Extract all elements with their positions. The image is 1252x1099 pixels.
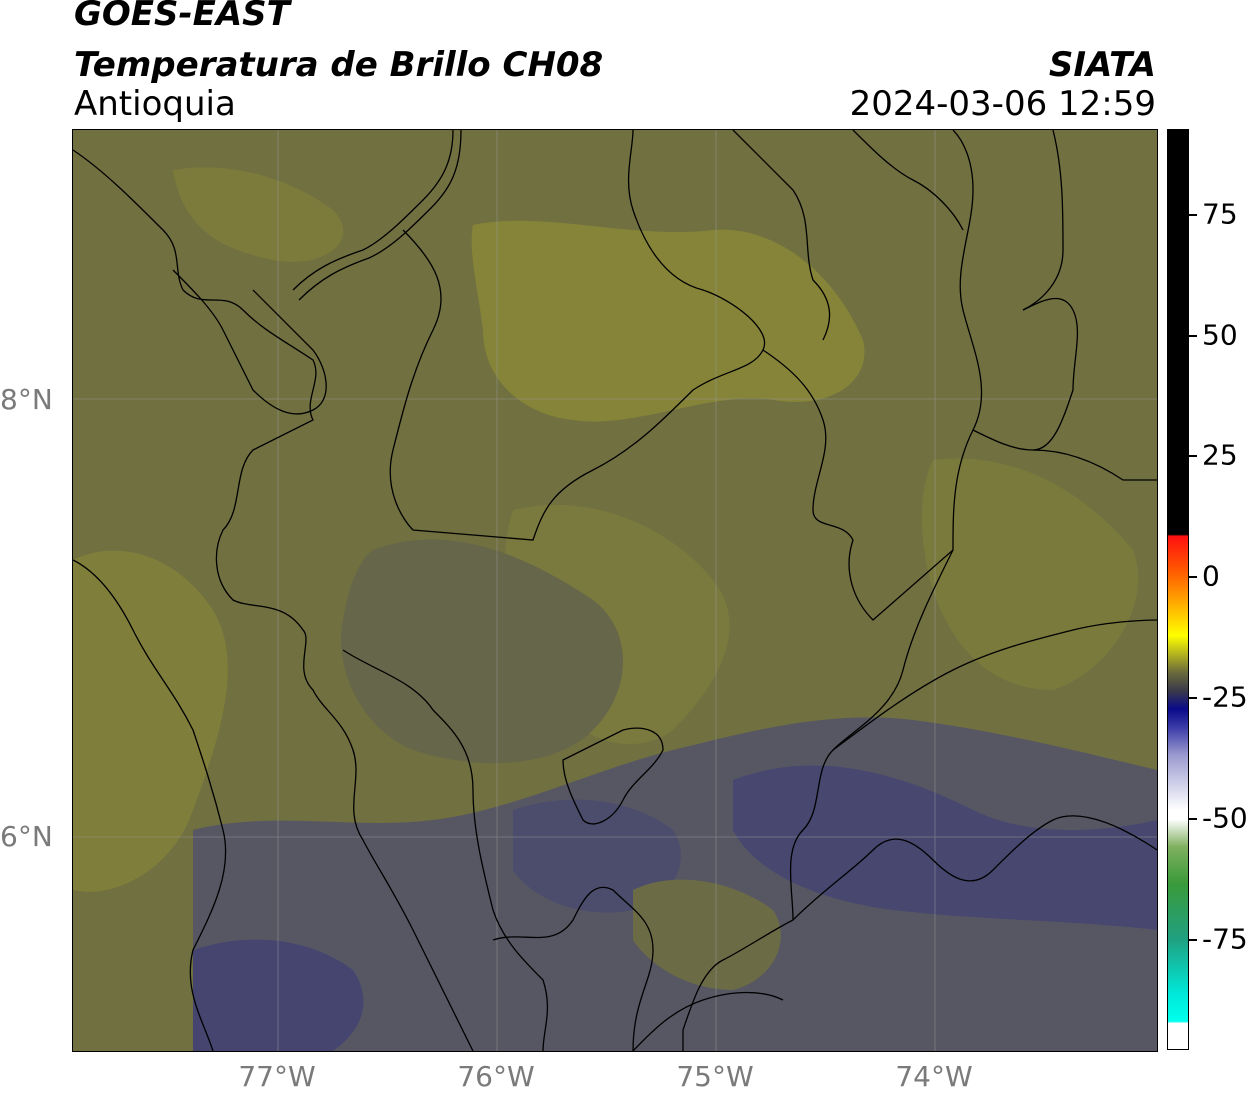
department-border-east-3 [1022,297,1079,451]
department-border-northeast [732,130,831,341]
department-border-northeast-2 [852,130,964,231]
colorbar-tick-0 [1189,576,1197,578]
datetime-label: 2024-03-06 12:59 [849,84,1156,124]
title-region: Antioquia [74,84,236,124]
map-canvas [73,130,1157,1051]
graticule [73,130,1157,1051]
organization-label: SIATA [1048,45,1156,85]
metro-area [562,727,664,825]
department-border-southwest [342,649,549,1051]
colorbar-tick-neg50 [1189,818,1197,820]
title-product: Temperatura de Brillo CH08 [74,45,604,85]
coastline-islands [172,269,327,415]
colorbar-label-neg75: -75 [1202,922,1248,956]
colorbar-tick-50 [1189,335,1197,337]
river-atrato-2 [298,130,462,301]
colorbar [1167,129,1189,1050]
department-border-southcenter [492,886,654,1051]
department-border-far-east [1022,130,1064,311]
warm-region-south-east [633,879,781,990]
coastline-gulf [73,149,474,1051]
lon-label-75w: 75°W [676,1060,754,1093]
colorbar-tick-25 [1189,455,1197,457]
lon-label-74w: 74°W [895,1060,973,1093]
coastline-west [73,559,227,1051]
colorbar-label-50: 50 [1202,318,1238,352]
colorbar-tick-neg75 [1189,939,1197,941]
department-border-south [682,549,954,1051]
mid-region-center [341,539,623,764]
colorbar-label-neg50: -50 [1202,801,1248,835]
colorbar-label-0: 0 [1202,559,1220,593]
borders [73,130,1157,1051]
department-border-south-2 [632,991,784,1051]
department-border-southeast [792,815,1157,921]
colorbar-label-25: 25 [1202,438,1238,472]
warm-region-northwest [173,167,344,262]
warm-region-west [73,550,228,892]
lon-label-76w: 76°W [457,1060,535,1093]
lat-label-6n: 6°N [0,820,53,853]
warm-region-east [921,458,1139,690]
department-border-east-1 [762,130,983,621]
colorbar-label-75: 75 [1202,197,1238,231]
warm-region-north [471,220,865,422]
map-panel[interactable] [72,129,1158,1052]
river-atrato [292,130,454,291]
cold-region-southeast [733,765,1157,930]
colorbar-tick-75 [1189,214,1197,216]
colorbar-label-neg25: -25 [1202,680,1248,714]
cold-region-center [513,799,681,913]
department-border-north [389,130,766,541]
department-border-east-4 [832,619,1157,751]
title-satellite: GOES-EAST [74,0,290,34]
lat-label-8n: 8°N [0,383,53,416]
colorbar-tick-neg25 [1189,697,1197,699]
lon-label-77w: 77°W [238,1060,316,1093]
